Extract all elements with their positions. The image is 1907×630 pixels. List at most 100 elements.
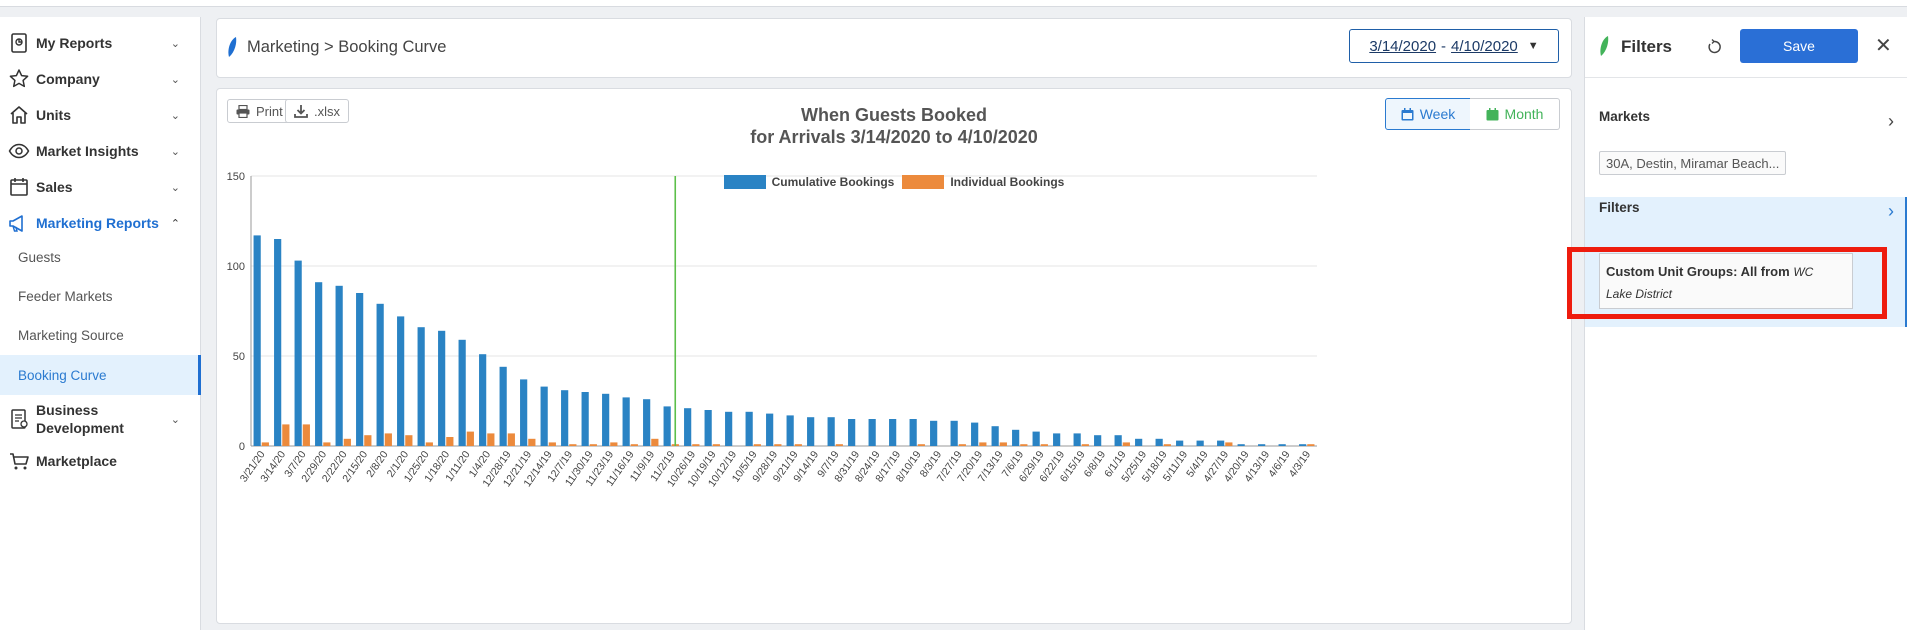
- y-tick-label: 100: [227, 261, 245, 273]
- bar-individual: [712, 444, 720, 446]
- week-toggle[interactable]: Week: [1385, 98, 1471, 130]
- sidebar-subitem-feeder-markets[interactable]: Feeder Markets: [0, 276, 198, 316]
- bar-individual: [466, 431, 474, 446]
- bar-individual: [302, 424, 310, 446]
- legend-item-individual[interactable]: Individual Bookings: [902, 175, 1064, 189]
- bar-individual: [917, 444, 925, 446]
- bar-individual: [323, 442, 331, 446]
- sidebar-item-marketplace[interactable]: Marketplace: [0, 441, 200, 481]
- bar-cumulative: [991, 426, 999, 446]
- filter-leaf-icon: [1600, 36, 1609, 56]
- legend-item-cumulative[interactable]: Cumulative Bookings: [723, 175, 894, 189]
- bar-individual: [794, 444, 802, 446]
- bar-individual: [507, 433, 515, 446]
- sidebar-item-business-development[interactable]: Business Development ⌄: [0, 397, 200, 441]
- y-tick-label: 0: [239, 441, 245, 453]
- bar-cumulative: [704, 410, 712, 446]
- bar-cumulative: [766, 413, 774, 446]
- report-icon: [8, 32, 30, 54]
- date-range-picker[interactable]: 3/14/2020 - 4/10/2020 ▼: [1349, 29, 1559, 63]
- bar-cumulative: [458, 339, 466, 446]
- chevron-right-icon[interactable]: ›: [1888, 201, 1894, 221]
- sidebar-item-market-insights[interactable]: Market Insights ⌄: [0, 131, 200, 171]
- bar-individual: [753, 444, 761, 446]
- sidebar-item-units[interactable]: Units ⌄: [0, 95, 200, 135]
- caret-down-icon: ▼: [1527, 40, 1539, 52]
- export-xlsx-button[interactable]: .xlsx: [285, 99, 349, 123]
- bar-cumulative: [356, 293, 364, 446]
- bar-cumulative: [684, 408, 692, 446]
- filters-section-title: Filters: [1599, 200, 1640, 215]
- print-button[interactable]: Print: [227, 99, 292, 123]
- month-toggle[interactable]: Month: [1470, 98, 1560, 130]
- bar-cumulative: [540, 386, 548, 446]
- printer-icon: [236, 104, 250, 118]
- chart-card: 0 50 100 150 3/21/20 3/14/20 3/7/20 2/29/20 2/22…: [216, 88, 1572, 624]
- sidebar-item-company[interactable]: Company ⌄: [0, 59, 200, 99]
- sidebar-item-my-reports[interactable]: My Reports ⌄: [0, 23, 200, 63]
- sidebar-subitem-booking-curve[interactable]: Booking Curve: [0, 355, 201, 395]
- print-label: Print: [256, 103, 283, 119]
- bar-cumulative: [643, 399, 651, 446]
- sidebar-item-label: Market Insights: [36, 143, 139, 159]
- bar-cumulative: [745, 411, 753, 446]
- bar-cumulative: [520, 379, 528, 446]
- chevron-up-icon: ⌃: [170, 217, 180, 230]
- download-icon: [294, 104, 308, 118]
- sidebar-item-sales[interactable]: Sales ⌄: [0, 167, 200, 207]
- chart-title: When Guests Booked: [800, 105, 988, 125]
- export-label: .xlsx: [314, 103, 340, 119]
- bar-cumulative: [1176, 440, 1184, 446]
- date-separator: -: [1441, 37, 1447, 55]
- bar-cumulative: [1114, 435, 1122, 446]
- bar-individual: [1020, 444, 1028, 446]
- bar-cumulative: [438, 330, 446, 446]
- bar-cumulative: [1217, 440, 1225, 446]
- bar-individual: [999, 442, 1007, 446]
- chart-subtitle: for Arrivals 3/14/2020 to 4/10/2020: [750, 127, 1038, 147]
- bar-cumulative: [335, 285, 343, 446]
- bar-individual: [1307, 444, 1315, 446]
- chevron-down-icon: ⌄: [170, 37, 180, 50]
- sidebar-subitem-guests[interactable]: Guests: [0, 237, 198, 277]
- unit-group-filter-chip[interactable]: Custom Unit Groups: All from WC Lake Dis…: [1599, 253, 1853, 309]
- bar-cumulative: [1094, 435, 1102, 446]
- bar-cumulative: [622, 397, 630, 446]
- chevron-right-icon[interactable]: ›: [1888, 111, 1894, 131]
- filters-title: Filters: [1621, 37, 1673, 56]
- chart-legend: Cumulative Bookings Individual Bookings: [217, 175, 1571, 189]
- sidebar-item-label: Company: [36, 71, 100, 87]
- chevron-down-icon: ⌄: [170, 73, 180, 86]
- week-label: Week: [1419, 106, 1456, 122]
- bar-individual: [569, 444, 577, 446]
- close-icon[interactable]: ✕: [1875, 35, 1892, 57]
- bar-cumulative: [1237, 444, 1245, 446]
- megaphone-icon: [8, 212, 30, 234]
- bar-individual: [1122, 442, 1130, 446]
- bar-cumulative: [1073, 433, 1081, 446]
- reset-icon[interactable]: [1703, 36, 1725, 58]
- bar-individual: [774, 444, 782, 446]
- bar-individual: [1040, 444, 1048, 446]
- bar-individual: [958, 444, 966, 446]
- bar-individual: [528, 438, 536, 446]
- bar-cumulative: [848, 419, 856, 446]
- document-icon: [8, 408, 30, 430]
- bar-cumulative: [581, 392, 589, 446]
- bar-cumulative: [315, 282, 323, 446]
- sidebar-subitem-marketing-source[interactable]: Marketing Source: [0, 315, 198, 355]
- bar-individual: [364, 435, 372, 446]
- bar-cumulative: [1299, 444, 1307, 446]
- sidebar-item-label: Marketplace: [36, 453, 117, 469]
- eye-icon: [8, 140, 30, 162]
- month-label: Month: [1504, 106, 1544, 122]
- bar-cumulative: [889, 419, 897, 446]
- bar-individual: [282, 424, 290, 446]
- bar-cumulative: [274, 239, 282, 446]
- markets-value-chip[interactable]: 30A, Destin, Miramar Beach...: [1599, 151, 1787, 175]
- sidebar-item-marketing-reports[interactable]: Marketing Reports ⌃: [0, 203, 200, 243]
- chevron-down-icon: ⌄: [170, 145, 180, 158]
- bar-cumulative: [1012, 429, 1020, 446]
- save-button[interactable]: Save: [1740, 29, 1858, 63]
- sidebar-item-label: Business Development: [36, 402, 124, 436]
